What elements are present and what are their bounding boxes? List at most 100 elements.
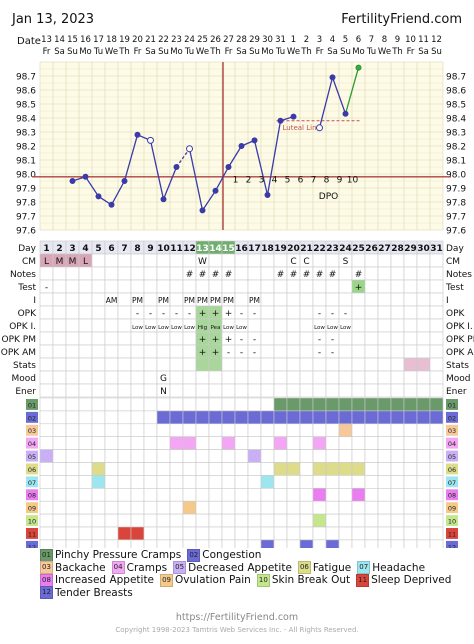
row-cell [260,279,275,294]
row-cell [117,292,132,307]
row-cell [377,331,392,346]
row-cell-value: Low [223,325,234,331]
weekday-label: Tu [184,47,194,57]
symptom-cell [208,436,223,450]
row-cell [52,383,67,398]
legend-item: 01 Pinchy Pressure Cramps [40,548,181,562]
symptom-code-chip-left [26,399,38,410]
temp-point [173,163,180,170]
symptom-cell [195,487,210,502]
footer-url[interactable]: https://FertilityFriend.com [175,612,299,623]
symptom-cell [221,397,236,412]
row-cell [52,266,67,281]
symptom-cell [325,500,340,515]
row-cell [429,331,444,346]
legend-row: 12 Tender Breasts [40,586,440,600]
symptom-cell [247,410,262,425]
symptom-cell [221,423,236,437]
brand-link[interactable]: FertilityFriend.com [341,12,462,27]
row-label-left: CM [22,257,36,267]
symptom-cell [78,436,93,450]
row-cell-value: 26 [365,244,378,254]
temp-line-segment [227,145,243,168]
weekday-label: Su [67,47,78,57]
row-cell [416,318,431,333]
symptom-cell [52,475,67,489]
symptom-cell [338,475,353,489]
row-cell [130,279,145,294]
row-cell [65,305,80,320]
row-cell [416,357,431,372]
row-cell [247,370,262,385]
symptom-cell [169,449,184,463]
symptom-cell [247,423,262,437]
row-cell-value: 15 [222,244,235,254]
row-cell-value: 21 [300,244,313,254]
symptom-cell [247,500,262,515]
symptom-cell [65,526,80,541]
row-cell [286,305,301,320]
symptom-cell [182,526,197,541]
row-cell [299,357,314,372]
symptom-code-left: 10 [28,518,36,526]
row-cell [117,357,132,372]
weekday-label: Sa [327,47,338,57]
symptom-cell [338,423,353,437]
symptom-cell [195,513,210,528]
symptom-cell [221,436,236,450]
row-cell [104,344,119,359]
symptom-code-chip-right [446,489,458,501]
symptom-cell [195,449,210,463]
row-cell [403,344,418,359]
symptom-cell [260,500,275,515]
symptom-cell [169,487,184,502]
row-cell-value: 6 [108,244,114,254]
symptom-cell [299,423,314,437]
symptom-cell [351,449,366,463]
symptom-cell [143,475,158,489]
symptom-cell [221,462,236,476]
symptom-cell [52,500,67,515]
row-cell [273,279,288,294]
row-cell [182,357,197,372]
row-label-right: Mood [446,374,471,384]
row-cell [156,344,171,359]
row-cell-value: Low [132,325,143,331]
symptom-code-right: 08 [448,492,456,500]
symptom-cell [416,410,431,425]
symptom-cell [429,397,444,412]
row-cell [338,344,353,359]
row-cell [299,318,314,333]
row-cell-value: 30 [417,244,430,254]
row-cell [195,383,210,398]
row-cell-value: 3 [69,244,75,254]
symptom-cell [377,449,392,463]
legend-swatch: 07 [357,561,371,575]
symptom-code-chip-left [26,502,38,514]
legend-item: 04 Cramps [111,561,167,575]
symptom-cell [156,397,171,412]
row-cell [325,370,340,385]
row-cell-value: # [329,270,337,280]
symptom-cell [429,513,444,528]
symptom-cell [260,462,275,476]
symptom-code-chip-right [446,502,458,514]
date-label: 24 [184,35,195,45]
temp-line-segment [331,77,347,115]
weekday-label: Th [118,47,130,57]
row-cell [39,370,54,385]
row-cell [429,357,444,372]
row-cell [377,253,392,268]
row-cell [78,370,93,385]
symptom-cell [273,487,288,502]
dpo-number: 3 [259,175,265,185]
y-tick-label-left: 98.0 [16,171,36,181]
symptom-cell [377,475,392,489]
row-label-left: OPK [18,309,38,319]
row-cell [260,331,275,346]
row-cell [351,305,366,320]
symptom-cell [390,513,405,528]
symptom-cell [104,410,119,425]
row-cell [39,318,54,333]
symptom-code-chip-right [446,450,458,462]
